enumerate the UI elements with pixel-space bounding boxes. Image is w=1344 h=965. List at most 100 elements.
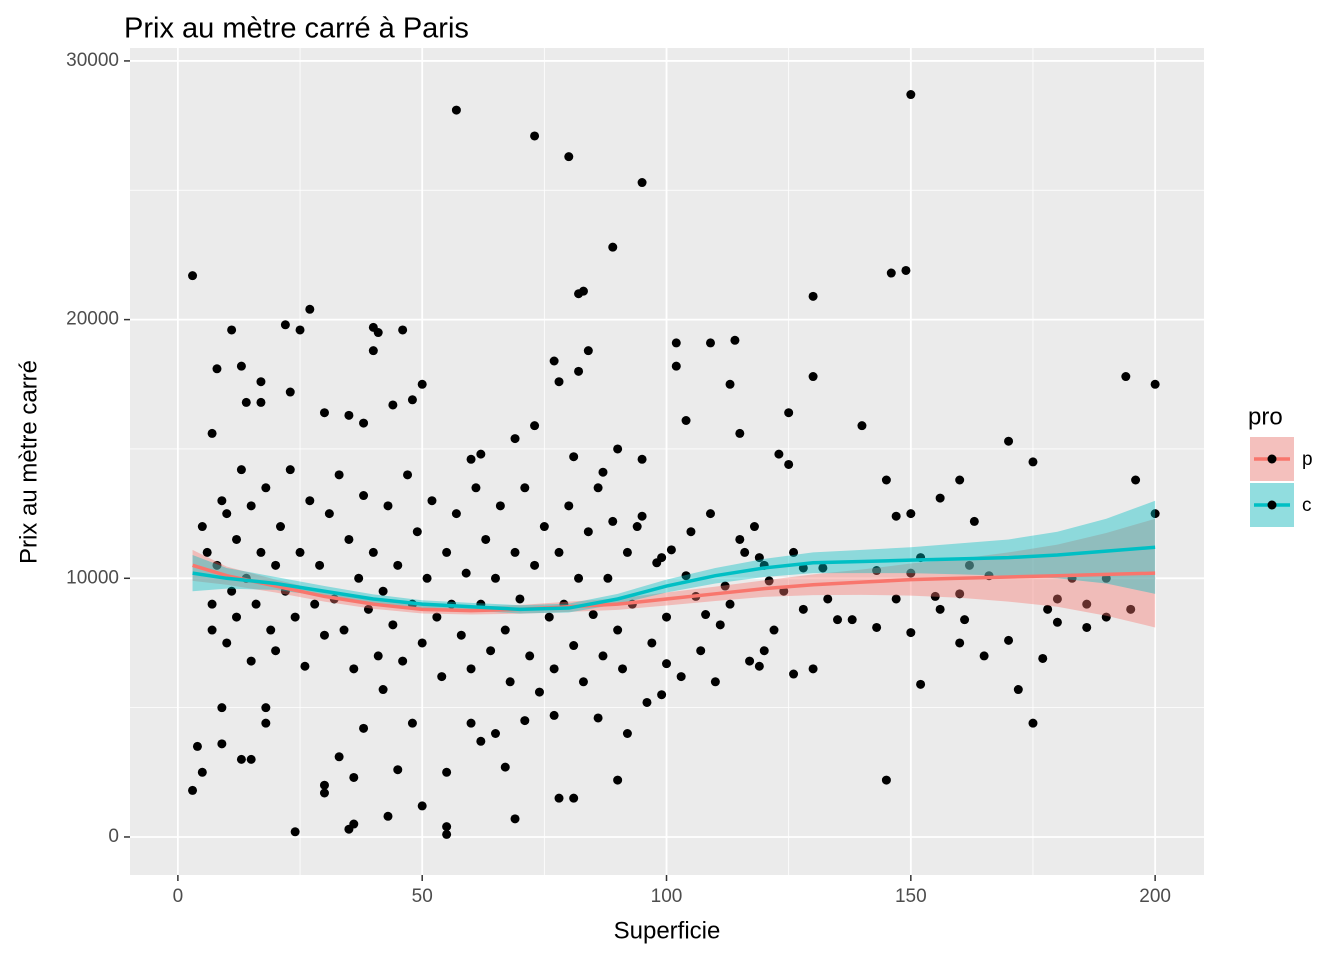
point [407, 718, 417, 728]
point [466, 454, 476, 464]
legend: pc [1250, 437, 1313, 527]
point [349, 664, 359, 674]
point [368, 547, 378, 557]
point [359, 418, 369, 428]
point [412, 527, 422, 537]
point [574, 573, 584, 583]
point [266, 625, 276, 635]
point [481, 534, 491, 544]
smooth-layer [192, 500, 1156, 628]
point [290, 827, 300, 837]
point [520, 716, 530, 726]
x-tick-label: 50 [412, 886, 433, 907]
point [368, 346, 378, 356]
point [515, 594, 525, 604]
point [280, 320, 290, 330]
point [979, 651, 989, 661]
point [881, 775, 891, 785]
point [256, 547, 266, 557]
point [749, 522, 759, 532]
x-tick-label: 100 [651, 886, 683, 907]
point [295, 325, 305, 335]
point [383, 811, 393, 821]
smooth-line [192, 545, 1156, 612]
point [608, 242, 618, 252]
point [271, 646, 281, 656]
point [789, 669, 799, 679]
point [1150, 379, 1160, 389]
point [676, 672, 686, 682]
point [471, 483, 481, 493]
point [964, 560, 974, 570]
point [769, 625, 779, 635]
point [212, 364, 222, 374]
point [735, 428, 745, 438]
point [789, 547, 799, 557]
point [886, 268, 896, 278]
confidence-band [192, 518, 1156, 628]
point [417, 638, 427, 648]
point [662, 659, 672, 669]
point [490, 729, 500, 739]
point [310, 599, 320, 609]
point [808, 664, 818, 674]
point [202, 547, 212, 557]
point [725, 599, 735, 609]
point [393, 765, 403, 775]
point [236, 754, 246, 764]
point [500, 762, 510, 772]
point [798, 604, 808, 614]
point [881, 475, 891, 485]
point [422, 573, 432, 583]
point [510, 434, 520, 444]
point [872, 622, 882, 632]
point [466, 664, 476, 674]
point [197, 522, 207, 532]
point [715, 620, 725, 630]
point [398, 325, 408, 335]
point [261, 718, 271, 728]
point [935, 493, 945, 503]
point [510, 547, 520, 557]
point [217, 496, 227, 506]
point [319, 630, 329, 640]
point [344, 410, 354, 420]
point [285, 387, 295, 397]
point [319, 780, 329, 790]
point [1028, 457, 1038, 467]
point [466, 718, 476, 728]
point [603, 573, 613, 583]
point [583, 346, 593, 356]
y-tick-label: 0 [108, 826, 119, 847]
point [657, 690, 667, 700]
point [505, 677, 515, 687]
point [222, 638, 232, 648]
point [192, 741, 202, 751]
point [1004, 436, 1014, 446]
point [906, 90, 916, 100]
point [901, 265, 911, 275]
point [510, 814, 520, 824]
point [530, 421, 540, 431]
point [217, 739, 227, 749]
point [442, 822, 452, 832]
smooth-line [192, 563, 1156, 613]
point [613, 444, 623, 454]
point [261, 483, 271, 493]
legend-key-point [1267, 454, 1277, 464]
point [847, 615, 857, 625]
point [647, 638, 657, 648]
point [906, 628, 916, 638]
point [1150, 509, 1160, 519]
point [300, 661, 310, 671]
point [857, 421, 867, 431]
chart-title: Prix au mètre carré à Paris [124, 13, 469, 45]
point [705, 338, 715, 348]
point [520, 483, 530, 493]
point [569, 452, 579, 462]
point [383, 501, 393, 511]
point [525, 651, 535, 661]
point [388, 400, 398, 410]
point [774, 449, 784, 459]
point [407, 395, 417, 405]
